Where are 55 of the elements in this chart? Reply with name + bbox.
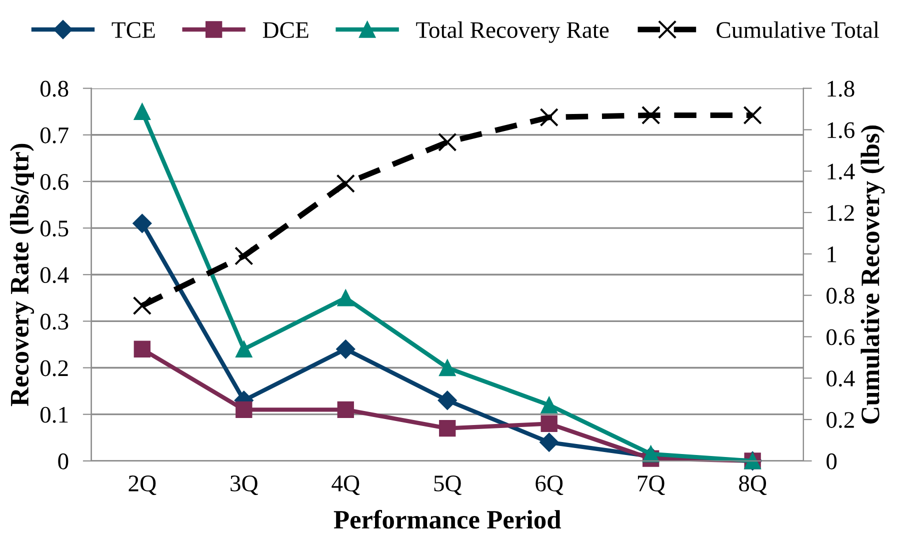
y2-tick-label: 1.2 xyxy=(828,205,854,222)
point xyxy=(641,106,660,125)
legend-label: TCE xyxy=(112,22,155,38)
point xyxy=(132,214,152,233)
point xyxy=(132,296,152,316)
point xyxy=(743,106,762,125)
point xyxy=(540,108,558,127)
x-tick-label: 4Q xyxy=(332,476,360,496)
point xyxy=(134,340,150,358)
x-tick-label: 7Q xyxy=(638,476,665,496)
point xyxy=(540,432,559,452)
y2-tick-label: 0.6 xyxy=(826,329,854,346)
y-tick-label: 0.7 xyxy=(40,127,68,144)
point xyxy=(540,415,558,432)
point xyxy=(337,290,354,306)
point xyxy=(236,340,252,358)
y2-tick-label: 0.2 xyxy=(826,412,854,428)
x-tick-label: 6Q xyxy=(536,476,564,496)
y2-tick-label: 0 xyxy=(826,453,837,470)
x-axis-title: Performance Period xyxy=(334,510,562,529)
point xyxy=(337,401,354,418)
y2-tick-label: 1.4 xyxy=(828,164,855,180)
point xyxy=(439,359,456,376)
y-tick-label: 0.2 xyxy=(40,360,68,376)
point xyxy=(439,420,456,437)
x-tick-label: 8Q xyxy=(739,475,767,496)
y-tick-label: 0.3 xyxy=(40,314,68,330)
x-tick-label: 2Q xyxy=(128,476,156,496)
y-tick-label: 0.5 xyxy=(40,220,68,237)
y-tick-label: 0.6 xyxy=(40,174,68,190)
point xyxy=(642,446,660,462)
point xyxy=(336,174,356,193)
y2-axis-title: Cumulative Recovery (lbs) xyxy=(860,126,885,424)
x-tick-label: 5Q xyxy=(434,476,462,496)
y-tick-label: 0.1 xyxy=(40,406,68,423)
y2-tick-label: 0.8 xyxy=(826,288,854,304)
y2-tick-label: 1.6 xyxy=(828,122,854,138)
y2-tick-label: 1 xyxy=(828,246,836,262)
y-tick-label: 0.4 xyxy=(40,267,69,284)
y-axis-title: Recovery Rate (lbs/qtr) xyxy=(10,144,34,406)
y2-tick-label: 1.8 xyxy=(828,80,854,97)
legend-label: Total Recovery Rate xyxy=(416,21,609,43)
y-tick-label: 0.8 xyxy=(40,80,68,97)
legend-label: Cumulative Total xyxy=(716,21,880,38)
point xyxy=(438,390,457,410)
point xyxy=(236,401,252,418)
point xyxy=(540,396,558,414)
point xyxy=(336,340,356,359)
point xyxy=(134,103,150,120)
x-tick-label: 3Q xyxy=(230,476,258,496)
y2-tick-label: 0.4 xyxy=(826,370,855,387)
point xyxy=(234,246,254,266)
point xyxy=(438,132,457,152)
y-tick-label: 0 xyxy=(58,453,68,470)
legend-label: DCE xyxy=(262,22,308,38)
